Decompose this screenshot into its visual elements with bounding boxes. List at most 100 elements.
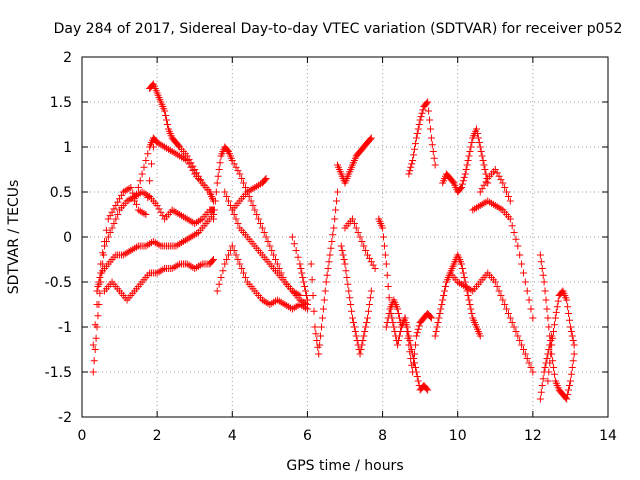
data-point: [428, 141, 436, 149]
data-point: [516, 337, 524, 344]
data-point: [256, 220, 264, 227]
data-point: [554, 297, 562, 305]
data-point: [343, 274, 351, 281]
data-point: [506, 215, 514, 223]
data-point: [132, 200, 140, 208]
data-point: [467, 143, 475, 151]
data-point: [95, 280, 103, 288]
data-point: [327, 244, 335, 252]
data-point: [499, 179, 507, 187]
data-point: [382, 260, 390, 268]
data-point: [551, 314, 559, 322]
data-point: [215, 166, 223, 173]
data-point: [371, 265, 379, 272]
data-point: [476, 332, 484, 340]
series-pass-8: [213, 242, 311, 313]
data-point: [503, 305, 511, 313]
data-point: [367, 258, 375, 266]
x-axis-label: GPS time / hours: [286, 458, 403, 474]
data-point: [273, 260, 281, 268]
data-point: [325, 258, 333, 266]
grid: [82, 57, 608, 417]
data-point: [406, 348, 414, 356]
data-point: [413, 329, 421, 337]
data-point: [411, 341, 419, 349]
data-point: [565, 316, 573, 324]
data-point: [465, 296, 473, 304]
data-point: [93, 287, 101, 295]
data-point: [506, 314, 514, 322]
data-point: [356, 350, 364, 358]
data-point: [382, 323, 390, 331]
data-point: [309, 292, 317, 299]
data-point: [521, 278, 529, 286]
data-point: [223, 256, 231, 263]
data-point: [504, 310, 512, 317]
data-point: [437, 305, 445, 313]
data-point: [413, 130, 421, 137]
data-point: [438, 301, 446, 308]
data-point: [345, 287, 353, 295]
data-point: [356, 233, 364, 241]
data-point: [236, 260, 244, 268]
y-tick-label: 2: [63, 50, 72, 66]
data-point: [157, 208, 165, 216]
data-point: [380, 242, 388, 250]
y-tick-label: 1: [63, 140, 72, 156]
data-point: [476, 143, 484, 151]
data-point: [313, 337, 321, 344]
data-point: [253, 211, 261, 218]
data-point: [379, 224, 387, 232]
data-point: [333, 188, 341, 196]
series-pass-10: [228, 175, 270, 214]
data-point: [362, 323, 370, 331]
data-point: [301, 283, 309, 290]
data-point: [296, 260, 304, 268]
data-point: [431, 332, 439, 340]
data-point: [106, 229, 114, 236]
data-point: [142, 211, 150, 218]
series-pass-18: [405, 98, 439, 178]
y-tick-label: 0.5: [50, 185, 72, 201]
data-point: [539, 271, 547, 279]
data-point: [414, 325, 422, 333]
data-point: [91, 346, 99, 353]
data-point: [144, 150, 152, 158]
series-pass-17: [382, 296, 435, 376]
data-point: [338, 247, 346, 254]
data-point: [384, 283, 392, 290]
data-point: [116, 195, 124, 203]
x-tick-label: 12: [524, 428, 542, 444]
data-point: [321, 287, 329, 295]
data-point: [508, 222, 516, 230]
data-point: [462, 166, 470, 173]
data-point: [138, 170, 146, 178]
data-point: [331, 215, 339, 223]
data-point: [481, 166, 489, 173]
data-point: [347, 301, 355, 308]
data-point: [403, 328, 411, 335]
data-point: [358, 238, 366, 245]
data-point: [460, 173, 468, 181]
data-point: [357, 346, 365, 353]
data-point: [329, 231, 337, 239]
data-point: [117, 191, 125, 199]
data-point: [423, 99, 431, 107]
data-point: [529, 314, 537, 322]
data-point: [112, 215, 120, 223]
data-point: [288, 233, 296, 241]
data-point: [89, 368, 97, 376]
data-point: [351, 328, 359, 335]
data-point: [463, 161, 471, 169]
data-point: [536, 251, 544, 259]
data-point: [477, 148, 485, 155]
data-point: [570, 341, 578, 349]
data-point: [432, 328, 440, 335]
data-point: [251, 206, 259, 214]
data-point: [366, 135, 374, 143]
data-point: [219, 267, 227, 275]
data-point: [458, 180, 466, 188]
data-point: [333, 197, 341, 205]
data-point: [442, 283, 450, 290]
y-tick-label: -0.5: [45, 275, 72, 291]
